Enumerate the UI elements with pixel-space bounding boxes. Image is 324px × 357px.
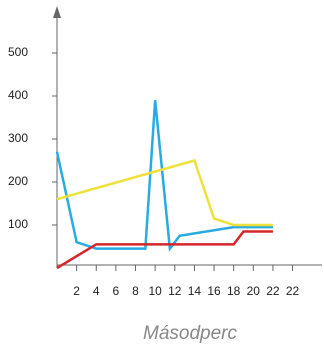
line — [56, 230, 273, 270]
y-tick-label: 200 — [8, 174, 28, 188]
y-axis-arrow — [53, 6, 61, 18]
x-tick-label: 14 — [188, 284, 202, 298]
x-tick-label: 2 — [73, 284, 80, 298]
line — [56, 158, 273, 227]
x-tick-label: 4 — [93, 284, 100, 298]
x-tick-label: 20 — [247, 284, 261, 298]
y-tick-label: 300 — [8, 131, 28, 145]
y-tick-label: 400 — [8, 88, 28, 102]
x-tick-label: 10 — [148, 284, 162, 298]
line — [55, 100, 273, 252]
y-tick-label: 500 — [8, 45, 28, 59]
x-tick-label: 6 — [113, 284, 120, 298]
x-tick-label: 12 — [168, 284, 182, 298]
x-tick-label: 8 — [132, 284, 139, 298]
x-tick-label: 22 — [286, 284, 300, 298]
y-tick-label: 100 — [8, 217, 28, 231]
x-tick-label: 18 — [227, 284, 241, 298]
x-tick-label: 22 — [266, 284, 280, 298]
x-axis-title: Másodperc — [143, 323, 237, 344]
x-tick-label: 16 — [207, 284, 221, 298]
